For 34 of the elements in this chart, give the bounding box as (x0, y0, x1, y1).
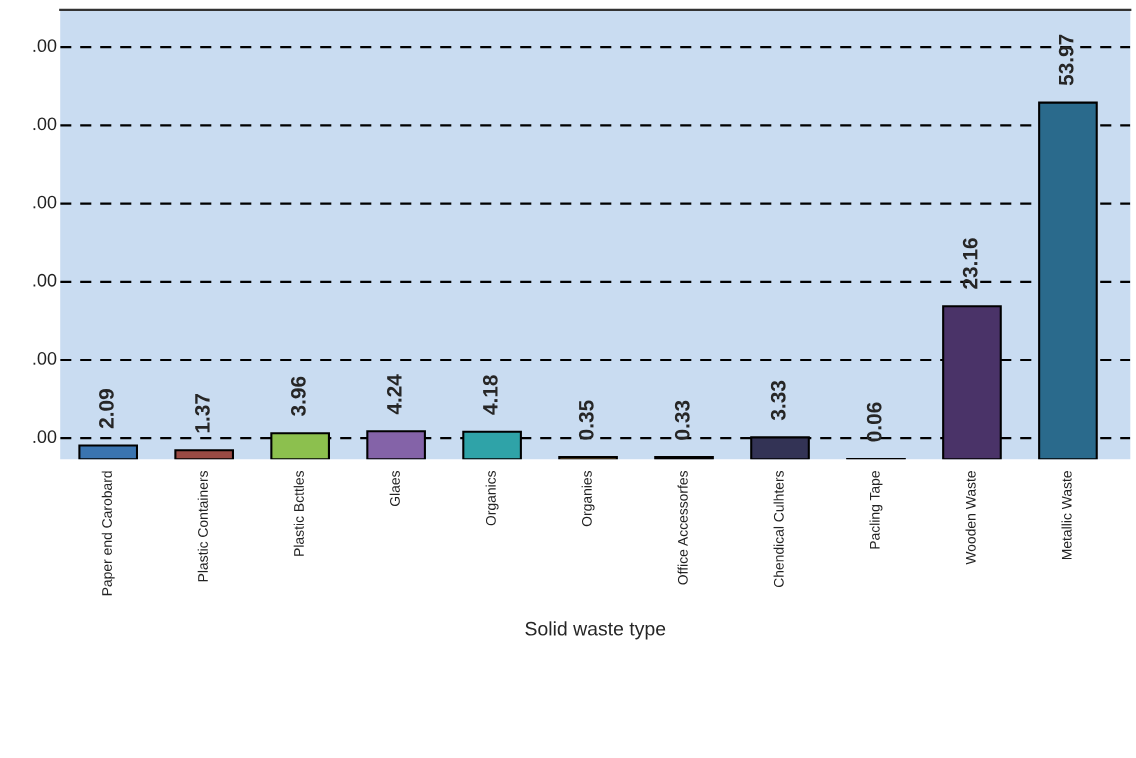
data-label: 4.24 (386, 374, 402, 415)
x-tick-label: Metallic Waste (1061, 471, 1072, 560)
bar (558, 455, 618, 460)
x-tick-label: Organics (485, 470, 499, 526)
text: .00 (33, 39, 57, 53)
data-label: 0.33 (674, 400, 690, 440)
text: .00 (33, 117, 57, 131)
text: .00 (33, 273, 57, 287)
bar (1038, 101, 1098, 460)
x-tick-label: Glaes (389, 470, 400, 507)
bar (78, 444, 139, 460)
x-tick-label: Pacling Tape (869, 471, 883, 549)
data-label: 0.35 (578, 400, 594, 440)
data-label: 1.37 (195, 393, 210, 433)
x-tick-label: Office Accessorfes (677, 470, 688, 585)
x-tick-label: Plastic Containers (197, 470, 208, 582)
data-label: 0.06 (866, 402, 882, 442)
bar (654, 456, 714, 460)
x-axis-title: Solid waste type (525, 621, 666, 640)
data-label: 3.96 (290, 376, 306, 417)
text: .00 (33, 430, 57, 444)
data-label: 4.18 (482, 375, 498, 415)
data-label: 53.97 (1058, 34, 1074, 86)
text: .00 (33, 195, 57, 209)
x-tick-label: Organies (581, 470, 595, 527)
text: .00 (33, 352, 57, 365)
data-label: 2.09 (99, 389, 114, 429)
bar (174, 449, 234, 460)
x-tick-label: Plastic Bcttles (293, 470, 304, 556)
x-tick-label: Chendical Culhters (773, 470, 784, 588)
data-label: 23.16 (962, 238, 978, 289)
x-tick-label: Wooden Waste (965, 471, 976, 565)
x-tick-label: Paper end Carobard (101, 471, 115, 596)
data-label: 3.33 (770, 380, 786, 421)
